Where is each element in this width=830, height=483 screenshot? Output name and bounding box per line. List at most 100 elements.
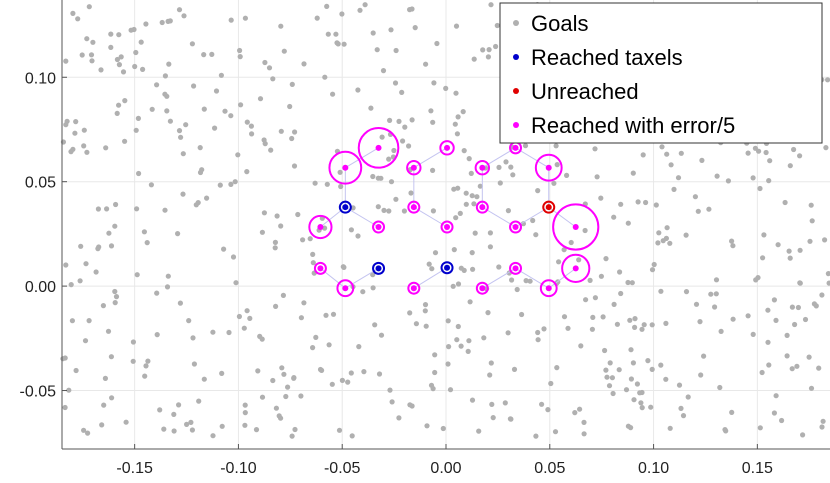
goal-point	[337, 169, 343, 175]
goal-point	[527, 278, 533, 284]
goal-point	[470, 266, 476, 272]
goal-point	[508, 164, 514, 170]
goal-point	[639, 389, 645, 396]
goal-point	[823, 145, 829, 151]
goal-point	[787, 163, 793, 169]
goal-point	[638, 400, 644, 406]
goal-point	[249, 131, 255, 137]
goal-point	[164, 108, 170, 114]
goal-point	[658, 362, 664, 368]
goal-point	[285, 384, 291, 390]
goal-point	[83, 261, 89, 267]
goal-point	[463, 190, 469, 196]
reached-error-circle	[440, 261, 454, 275]
goal-point	[108, 354, 114, 360]
goal-point	[190, 335, 196, 341]
goal-point	[552, 429, 559, 435]
goal-point	[217, 182, 223, 188]
goal-point	[154, 82, 160, 88]
error-error-circle	[313, 261, 327, 275]
goal-point	[326, 342, 332, 348]
error-taxel-point	[545, 164, 552, 171]
legend-marker	[513, 88, 519, 94]
goal-point	[451, 186, 457, 192]
goal-point	[375, 204, 381, 210]
goal-point	[105, 328, 112, 334]
goal-point	[428, 108, 434, 114]
goal-point	[64, 118, 70, 124]
goal-point	[800, 432, 806, 438]
goal-point	[248, 123, 254, 129]
goal-point	[201, 106, 207, 112]
goal-point	[164, 284, 171, 290]
goal-point	[154, 290, 160, 296]
goal-point	[281, 48, 287, 54]
goal-point	[676, 382, 683, 388]
goal-point	[530, 217, 536, 224]
goal-point	[807, 238, 813, 244]
goal-point	[259, 229, 265, 235]
y-tick-label: 0.05	[25, 175, 56, 192]
goal-point	[201, 376, 207, 382]
goal-point	[630, 360, 637, 366]
goal-point	[221, 246, 227, 252]
goal-point	[84, 36, 90, 42]
goal-point	[603, 256, 609, 262]
error-error-circle	[336, 279, 355, 298]
x-tick-label: 0.15	[742, 460, 773, 477]
error-error-circle	[475, 200, 489, 214]
goal-point	[809, 218, 815, 224]
goal-point	[324, 181, 330, 187]
goal-point	[138, 39, 144, 45]
goal-point	[706, 206, 712, 212]
goal-point	[614, 321, 621, 327]
goal-point	[825, 77, 830, 83]
goal-point	[594, 174, 600, 180]
goal-point	[341, 41, 347, 47]
goal-point	[409, 403, 415, 409]
goal-point	[396, 415, 402, 421]
goal-point	[782, 199, 788, 206]
goal-point	[272, 245, 278, 251]
goal-point	[496, 264, 502, 270]
goal-point	[699, 157, 705, 163]
goal-point	[554, 365, 560, 371]
goal-point	[520, 221, 527, 227]
error-taxel-point	[410, 285, 417, 292]
goal-point	[697, 319, 703, 325]
goal-point	[496, 164, 502, 170]
reached-error-circle	[338, 200, 352, 214]
goal-point	[379, 134, 385, 140]
goal-point	[175, 231, 181, 237]
goal-point	[819, 292, 825, 298]
legend-box	[499, 2, 823, 144]
goal-point	[432, 250, 439, 256]
goal-point	[95, 246, 101, 252]
goal-point	[685, 394, 691, 400]
x-tick-label: -0.05	[324, 460, 361, 477]
goal-point	[471, 56, 477, 62]
goal-point	[430, 208, 436, 214]
goal-point	[289, 433, 295, 439]
goal-point	[535, 337, 541, 343]
goal-point	[429, 266, 435, 272]
goal-point	[134, 206, 140, 212]
goal-point	[228, 113, 234, 119]
goal-point	[640, 152, 646, 158]
goal-point	[78, 243, 84, 249]
goal-point	[561, 314, 568, 320]
goal-point	[278, 415, 284, 421]
goal-point	[244, 308, 250, 314]
goal-point	[683, 289, 690, 295]
goal-point	[653, 202, 659, 208]
goal-point	[102, 375, 108, 381]
goal-point	[325, 31, 331, 37]
goal-point	[664, 151, 670, 157]
goal-point	[189, 427, 195, 433]
goal-point	[698, 372, 704, 378]
goal-point	[255, 368, 261, 374]
goal-point	[423, 61, 429, 67]
goal-point	[476, 428, 482, 434]
goal-point	[592, 295, 599, 301]
goal-point	[266, 65, 273, 71]
